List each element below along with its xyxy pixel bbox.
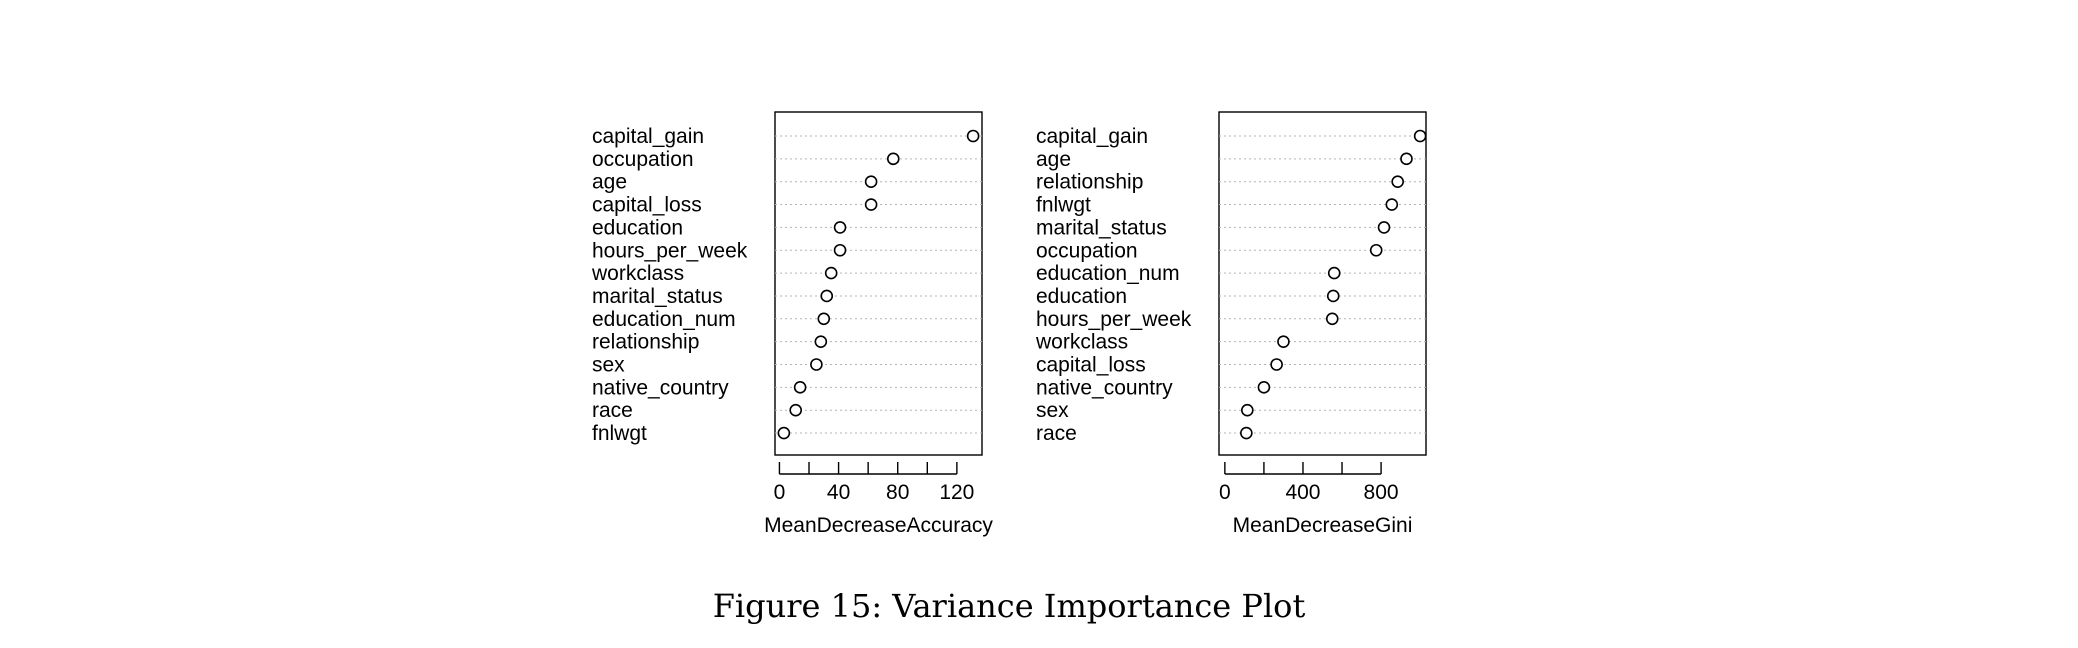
importance-point xyxy=(864,198,878,211)
importance-point xyxy=(789,403,803,417)
variable-label: education xyxy=(1036,285,1127,308)
plot-frame xyxy=(1218,111,1427,456)
importance-point xyxy=(966,129,980,143)
importance-point xyxy=(864,175,878,188)
importance-point xyxy=(1240,426,1253,440)
x-tick-label: 40 xyxy=(827,481,850,504)
variable-label: race xyxy=(1036,422,1077,445)
variable-label: capital_loss xyxy=(592,194,702,217)
variable-label: sex xyxy=(1036,399,1069,422)
gini-panel: capital_gainagerelationshipfnlwgtmarital… xyxy=(1035,111,1427,537)
importance-point xyxy=(1257,381,1271,394)
importance-point xyxy=(1377,221,1391,234)
importance-point xyxy=(777,426,791,440)
variable-label: education xyxy=(592,216,683,239)
importance-point xyxy=(1327,266,1341,280)
variable-label: workclass xyxy=(591,262,684,285)
importance-point xyxy=(1391,175,1404,188)
importance-point xyxy=(1369,243,1383,257)
variable-label: capital_gain xyxy=(592,125,704,148)
x-tick-label: 80 xyxy=(886,481,909,504)
importance-point xyxy=(814,335,828,348)
x-tick-label: 0 xyxy=(1219,481,1231,504)
variable-label: occupation xyxy=(1036,239,1138,262)
variable-label: occupation xyxy=(592,148,694,171)
variable-label: education_num xyxy=(592,308,736,331)
variable-label: education_num xyxy=(1036,262,1180,285)
x-tick-label: 400 xyxy=(1285,481,1320,504)
variable-label: fnlwgt xyxy=(1036,194,1091,217)
figure-caption: Figure 15: Variance Importance Plot xyxy=(713,587,1306,625)
variable-label: relationship xyxy=(592,331,699,354)
importance-point xyxy=(817,312,831,326)
importance-point xyxy=(1385,198,1399,211)
variable-label: capital_gain xyxy=(1036,125,1148,148)
variable-label: relationship xyxy=(1036,171,1143,194)
plot-frame xyxy=(774,111,983,456)
importance-point xyxy=(1270,358,1283,371)
x-tick-label: 0 xyxy=(774,481,786,504)
importance-point xyxy=(793,381,807,394)
importance-point xyxy=(1277,335,1290,348)
variable-label: marital_status xyxy=(592,285,723,308)
variable-label: sex xyxy=(592,354,625,377)
importance-point xyxy=(824,266,838,280)
importance-point xyxy=(1400,152,1413,166)
importance-point xyxy=(1325,312,1339,326)
importance-point xyxy=(886,152,900,166)
variable-label: race xyxy=(592,399,633,422)
x-tick-label: 800 xyxy=(1364,481,1399,504)
x-tick-label: 120 xyxy=(939,481,974,504)
importance-point xyxy=(1326,289,1340,303)
variable-label: age xyxy=(592,171,627,194)
variable-label: hours_per_week xyxy=(1036,308,1192,331)
variable-label: hours_per_week xyxy=(592,239,748,262)
variable-label: workclass xyxy=(1035,331,1128,354)
variable-label: native_country xyxy=(592,376,729,399)
variable-label: age xyxy=(1036,148,1071,171)
importance-point xyxy=(1413,129,1427,143)
importance-point xyxy=(1241,403,1254,417)
importance-point xyxy=(833,221,847,234)
x-axis-title: MeanDecreaseAccuracy xyxy=(764,514,993,537)
importance-point xyxy=(810,358,823,371)
variable-label: marital_status xyxy=(1036,216,1167,239)
variable-label: capital_loss xyxy=(1036,354,1146,377)
variable-label: native_country xyxy=(1036,376,1173,399)
x-axis-title: MeanDecreaseGini xyxy=(1233,514,1413,537)
accuracy-panel: capital_gainoccupationagecapital_lossedu… xyxy=(591,111,993,537)
importance-point xyxy=(820,289,834,303)
variable-label: fnlwgt xyxy=(592,422,647,445)
importance-point xyxy=(833,243,847,257)
